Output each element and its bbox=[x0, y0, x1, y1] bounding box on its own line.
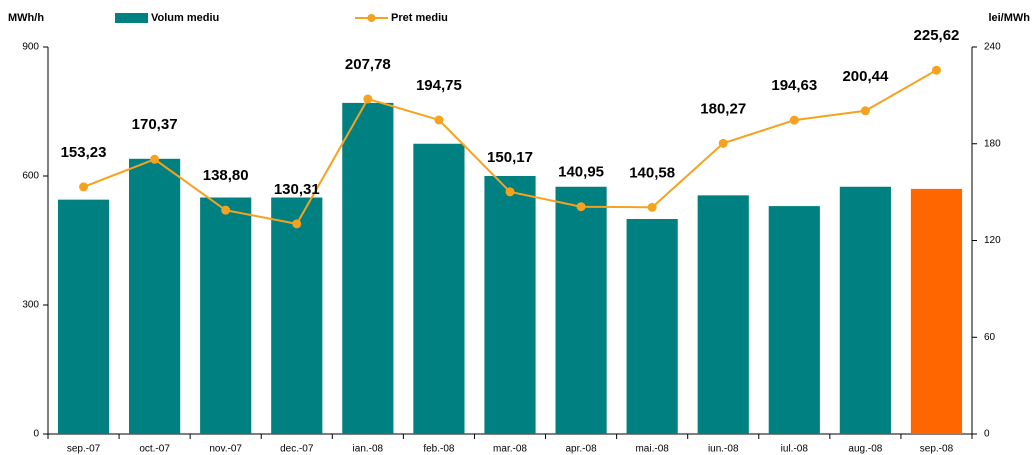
legend-label: Pret mediu bbox=[391, 12, 448, 24]
y2-tick-label: 240 bbox=[984, 42, 1001, 53]
bar bbox=[768, 206, 820, 434]
y-tick-label: 900 bbox=[22, 42, 39, 53]
bar bbox=[271, 197, 323, 434]
x-tick-label: ian.-08 bbox=[353, 444, 384, 455]
x-tick-label: mai.-08 bbox=[635, 444, 669, 455]
data-label: 140,95 bbox=[558, 164, 604, 181]
data-label: 130,31 bbox=[274, 181, 320, 198]
x-tick-label: mar.-08 bbox=[493, 444, 527, 455]
y2-tick-label: 180 bbox=[984, 138, 1001, 149]
bar bbox=[697, 195, 749, 434]
marker bbox=[150, 154, 160, 164]
data-label: 207,78 bbox=[345, 56, 391, 73]
marker bbox=[221, 205, 231, 215]
bar bbox=[342, 102, 394, 435]
x-tick-label: feb.-08 bbox=[423, 444, 455, 455]
data-label: 153,23 bbox=[61, 144, 107, 161]
x-tick-label: nov.-07 bbox=[209, 444, 242, 455]
marker bbox=[79, 182, 89, 192]
y-axis-label: MWh/h bbox=[8, 12, 44, 24]
y2-tick-label: 60 bbox=[984, 332, 996, 343]
bar bbox=[626, 219, 678, 434]
bar bbox=[555, 186, 607, 434]
marker bbox=[576, 202, 586, 212]
marker bbox=[363, 94, 373, 104]
legend-marker bbox=[367, 14, 376, 22]
x-tick-label: iul.-08 bbox=[781, 444, 809, 455]
y-tick-label: 600 bbox=[22, 171, 39, 182]
data-label: 200,44 bbox=[842, 68, 889, 85]
y-tick-label: 300 bbox=[22, 300, 39, 311]
data-label: 150,17 bbox=[487, 149, 533, 166]
data-label: 194,75 bbox=[416, 77, 462, 94]
marker bbox=[292, 219, 302, 229]
x-tick-label: iun.-08 bbox=[708, 444, 739, 455]
bar bbox=[839, 186, 891, 434]
y2-tick-label: 120 bbox=[984, 235, 1001, 246]
y-tick-label: 0 bbox=[33, 429, 39, 440]
y2-tick-label: 0 bbox=[984, 429, 990, 440]
marker bbox=[505, 187, 515, 197]
marker bbox=[789, 115, 799, 125]
legend-label: Volum mediu bbox=[151, 12, 219, 24]
data-label: 225,62 bbox=[914, 27, 960, 44]
bar bbox=[129, 158, 181, 435]
marker bbox=[718, 138, 728, 148]
x-tick-label: sep.-07 bbox=[67, 444, 101, 455]
x-tick-label: dec.-07 bbox=[280, 444, 314, 455]
bar bbox=[413, 143, 465, 434]
data-label: 140,58 bbox=[629, 164, 675, 181]
marker bbox=[647, 202, 657, 212]
x-tick-label: sep.-08 bbox=[920, 444, 954, 455]
bar bbox=[910, 188, 963, 434]
bar bbox=[200, 197, 252, 434]
bar bbox=[484, 176, 536, 434]
marker bbox=[860, 106, 870, 116]
marker bbox=[434, 115, 444, 125]
data-label: 194,63 bbox=[771, 77, 817, 94]
data-label: 138,80 bbox=[203, 167, 249, 184]
data-label: 170,37 bbox=[132, 116, 178, 133]
x-tick-label: oct.-07 bbox=[139, 444, 170, 455]
marker bbox=[931, 65, 941, 75]
legend-swatch bbox=[115, 13, 148, 23]
x-tick-label: aug.-08 bbox=[848, 444, 882, 455]
x-tick-label: apr.-08 bbox=[566, 444, 598, 455]
bar bbox=[57, 199, 110, 434]
y2-axis-label: lei/MWh bbox=[988, 12, 1030, 24]
data-label: 180,27 bbox=[700, 100, 746, 117]
